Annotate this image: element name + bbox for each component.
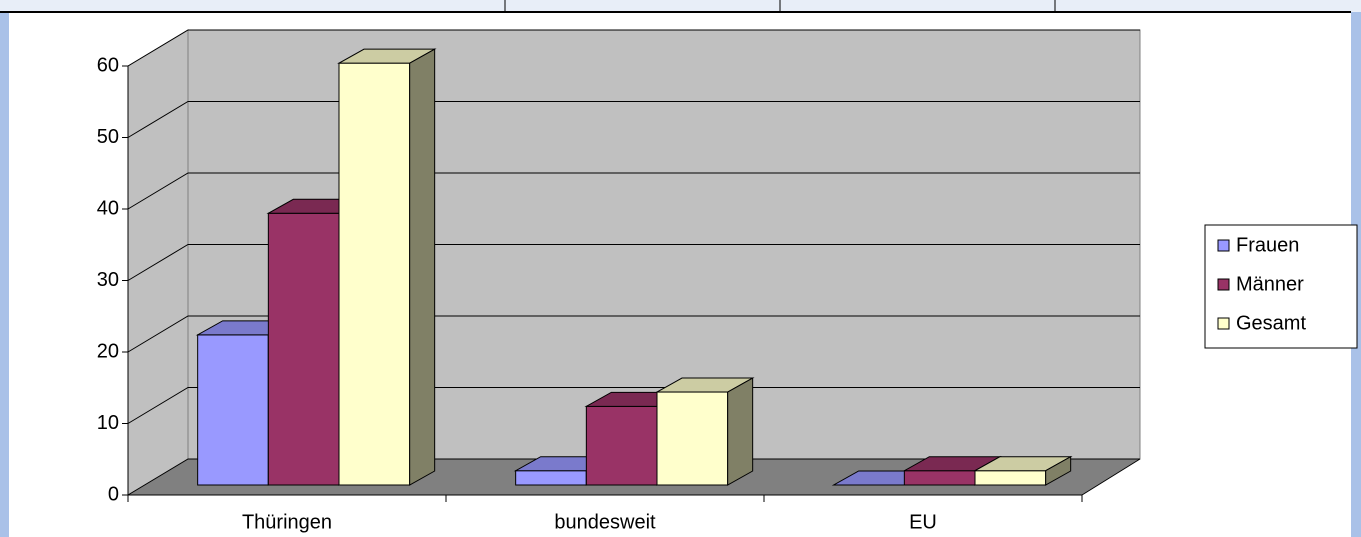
- top-strip: [0, 0, 1361, 12]
- legend: [1204, 224, 1358, 349]
- grid-line: [127, 387, 1140, 424]
- grid-line: [127, 244, 1140, 281]
- bar-front: [197, 334, 269, 486]
- bar-front: [903, 470, 976, 486]
- grid-line: [127, 458, 1140, 496]
- bar-side: [727, 377, 754, 486]
- legend-swatch: [1217, 239, 1230, 252]
- y-tick-label: 50: [97, 126, 119, 148]
- legend-label: Männer: [1236, 273, 1304, 295]
- bar-front: [585, 405, 658, 486]
- bar-front: [267, 212, 340, 486]
- bar-side: [1045, 455, 1072, 486]
- y-tick-label: 10: [97, 412, 119, 434]
- floor-edge: [1081, 458, 1141, 496]
- x-tick-label: EU: [909, 511, 937, 533]
- grid-line: [127, 29, 1140, 67]
- y-tick-label: 30: [97, 269, 119, 291]
- legend-swatch: [1217, 278, 1230, 291]
- grid-line: [127, 315, 1140, 353]
- x-tick-label: bundesweit: [554, 511, 656, 533]
- grid-line: [127, 172, 1140, 210]
- legend-label: Frauen: [1236, 234, 1299, 256]
- grid-line: [127, 101, 1140, 138]
- y-tick-label: 20: [97, 340, 119, 362]
- bar-front: [974, 470, 1047, 486]
- y-tick-label: 40: [97, 197, 119, 219]
- bar-front: [656, 391, 729, 486]
- left-frame: [0, 0, 9, 537]
- bar-side: [409, 48, 436, 486]
- bar-front: [515, 470, 587, 486]
- legend-swatch: [1217, 317, 1230, 330]
- legend-label: Gesamt: [1236, 312, 1306, 334]
- y-tick-label: 60: [97, 54, 119, 76]
- x-tick-label: Thüringen: [242, 511, 332, 533]
- y-tick-label: 0: [108, 483, 119, 505]
- bar-front: [338, 62, 411, 486]
